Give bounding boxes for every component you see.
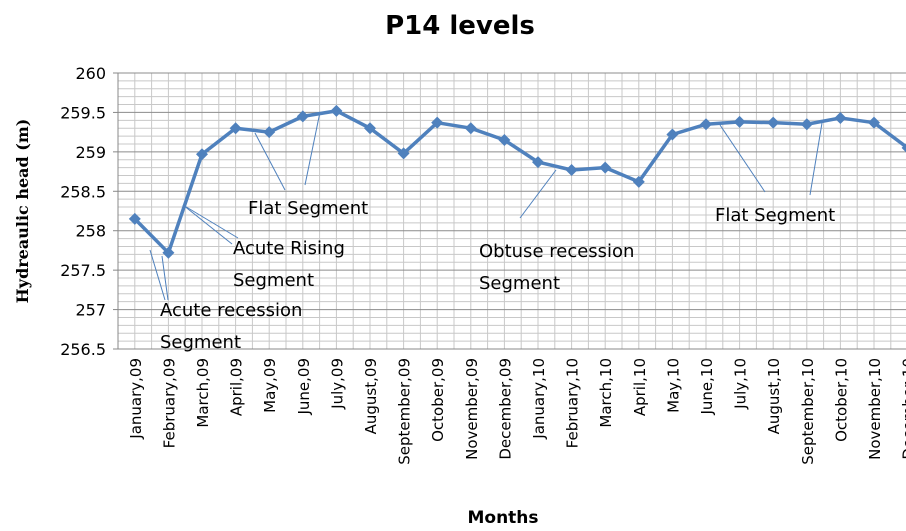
- x-tick-label: April,10: [631, 358, 649, 416]
- x-tick-label: February,10: [564, 358, 582, 448]
- marker: [632, 175, 645, 188]
- marker: [834, 111, 847, 124]
- y-tick-label: 256.5: [60, 340, 106, 359]
- marker: [868, 116, 880, 129]
- y-tick-label: 259: [75, 143, 106, 162]
- annotation: Obtuse recession: [479, 241, 634, 262]
- x-axis-title: Months: [467, 508, 538, 528]
- marker: [733, 115, 746, 128]
- marker: [229, 122, 242, 135]
- marker: [800, 118, 813, 131]
- y-tick-label: 260: [75, 64, 106, 83]
- x-tick-label: May,10: [664, 358, 682, 413]
- marker: [162, 246, 175, 259]
- y-tick-label: 257.5: [60, 261, 106, 280]
- marker: [498, 134, 511, 147]
- x-tick-label: December,09: [496, 358, 514, 460]
- x-tick-label: October,09: [429, 358, 447, 442]
- marker: [532, 156, 544, 169]
- x-tick-label: August,10: [765, 358, 783, 434]
- x-tick-label: November,10: [866, 358, 884, 460]
- marker: [565, 163, 578, 176]
- annotation: Acute recession: [160, 300, 302, 321]
- marker: [128, 212, 141, 225]
- x-tick-label: June,10: [698, 358, 716, 416]
- x-tick-label: January,10: [530, 358, 548, 440]
- marker: [263, 126, 276, 139]
- marker: [431, 116, 444, 129]
- y-tick-label: 258: [75, 222, 106, 241]
- marker: [330, 104, 343, 117]
- marker: [901, 143, 906, 153]
- annotation: Segment: [233, 270, 314, 291]
- y-tick-label: 259.5: [60, 103, 106, 122]
- chart-title: P14 levels: [385, 11, 535, 41]
- annotation: Flat Segment: [715, 205, 835, 226]
- marker: [464, 122, 477, 135]
- y-tick-label: 258.5: [60, 182, 106, 201]
- x-tick-label: March,10: [597, 358, 615, 428]
- annotation: Flat Segment: [248, 198, 368, 219]
- x-tick-label: August,09: [362, 358, 380, 434]
- x-tick-label: September,09: [396, 358, 414, 465]
- annotation-arrows: [149, 111, 823, 301]
- x-tick-label: September,10: [799, 358, 817, 465]
- marker: [700, 118, 712, 131]
- x-tick-label: February,09: [160, 358, 178, 448]
- annotation: Acute Rising: [233, 238, 345, 259]
- marker: [666, 128, 679, 141]
- y-tick-label: 257: [75, 301, 106, 320]
- marker: [397, 147, 410, 160]
- y-axis-title: Hydreaulic head (m): [13, 119, 32, 304]
- x-tick-label: October,10: [832, 358, 850, 442]
- x-tick-label: March,09: [194, 358, 212, 428]
- marker: [364, 122, 376, 135]
- x-tick-label: April,09: [228, 358, 246, 416]
- x-tick-label: December,10: [900, 358, 906, 460]
- marker: [196, 148, 208, 161]
- x-tick-label: July,10: [732, 358, 750, 410]
- x-tick-label: November,09: [463, 358, 481, 460]
- annotation: Segment: [160, 332, 241, 353]
- x-tick-label: January,09: [127, 358, 145, 440]
- annotation: Segment: [479, 273, 560, 294]
- x-tick-label: June,09: [295, 358, 313, 416]
- x-tick-label: July,09: [328, 358, 346, 410]
- marker: [599, 161, 612, 174]
- plot-area: [113, 72, 906, 350]
- marker: [296, 110, 309, 123]
- x-tick-label: May,09: [261, 358, 279, 413]
- marker: [767, 116, 780, 129]
